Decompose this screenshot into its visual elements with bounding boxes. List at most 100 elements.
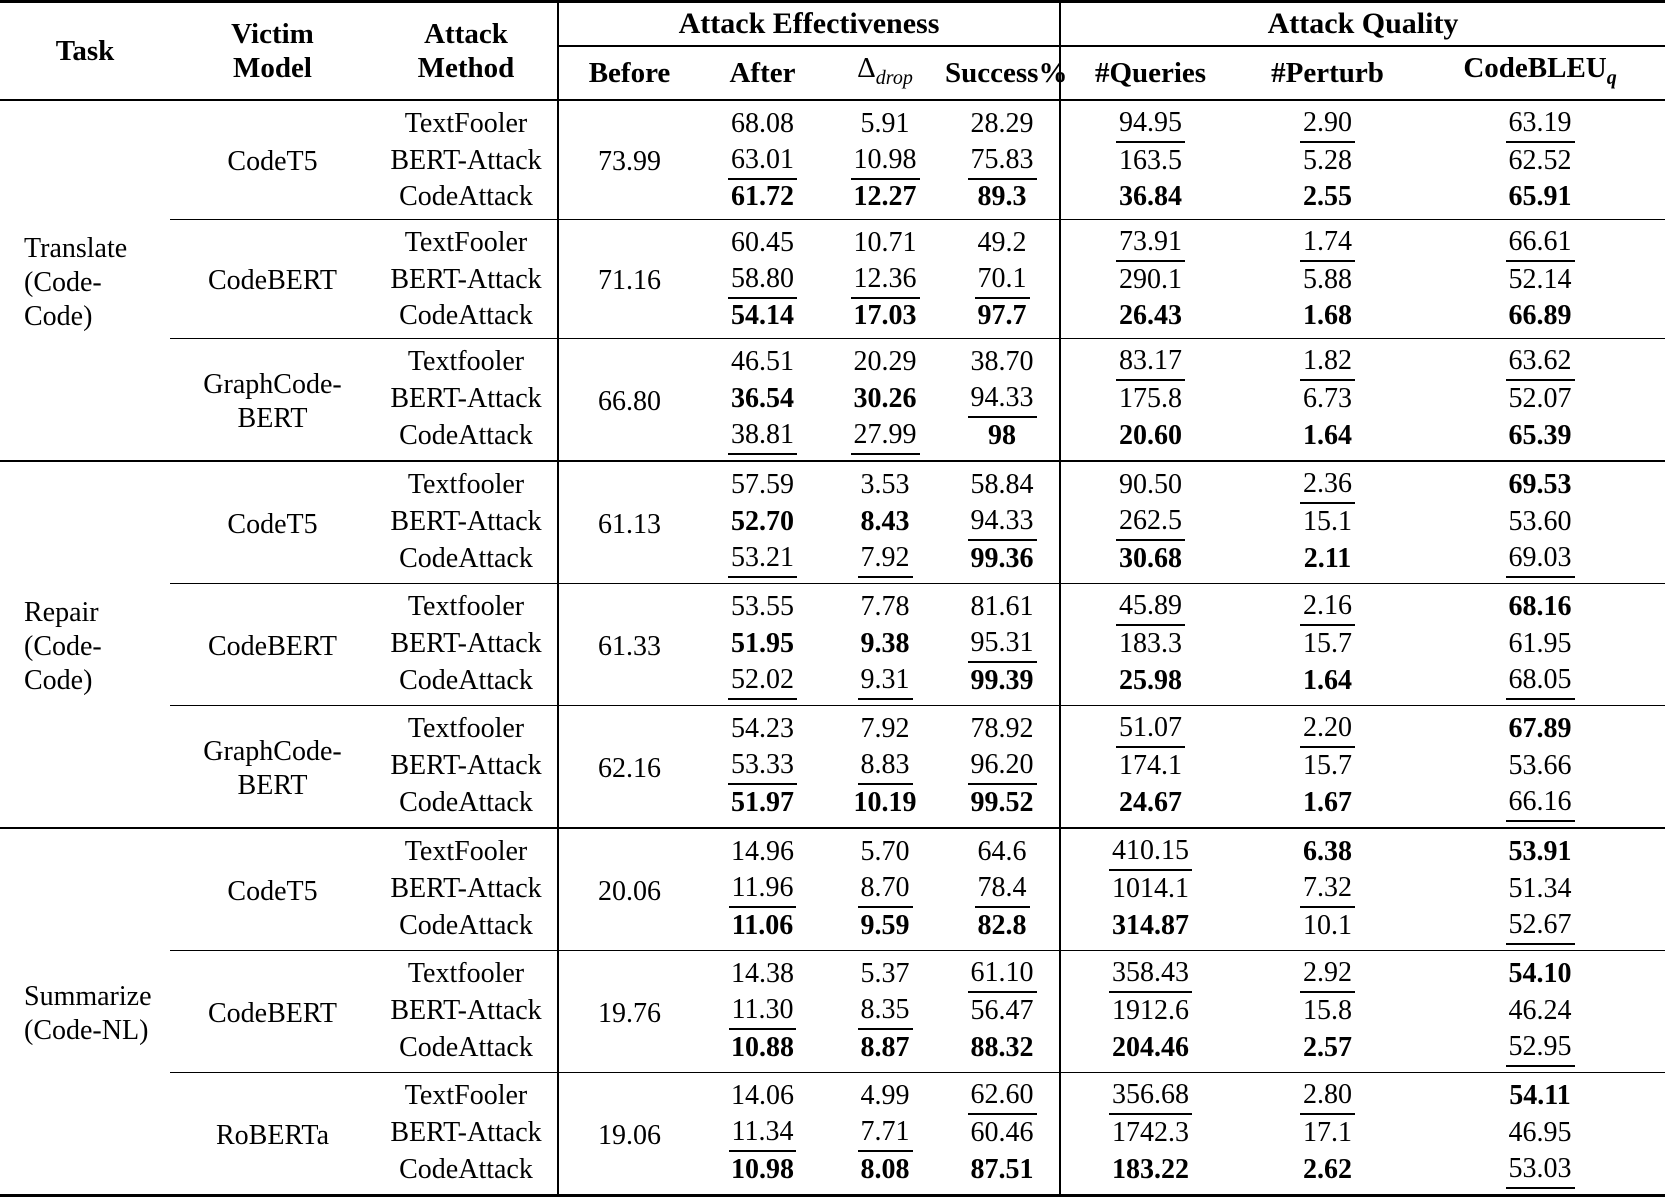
metric-queries-value: 83.17	[1116, 344, 1186, 381]
table-row: BERT-Attack 11.30 8.35 56.47 1912.6 15.8 46.24	[0, 992, 1665, 1030]
metric-after-value: 60.45	[731, 227, 794, 259]
metric-perturb-value: 2.16	[1300, 589, 1356, 626]
metric-success-cell: 89.3	[945, 180, 1060, 220]
before-value: 66.80	[557, 337, 700, 461]
victim-model-line: CodeBERT	[208, 265, 337, 297]
metric-drop-value: 9.31	[857, 663, 913, 700]
metric-queries-value: 163.5	[1119, 145, 1183, 177]
metric-perturb-cell: 2.90	[1240, 98, 1416, 143]
metric-codebleu-cell: 52.95	[1415, 1030, 1665, 1073]
metric-after-cell: 10.88	[700, 1030, 825, 1073]
metric-perturb-value: 15.8	[1303, 995, 1353, 1027]
header-col-queries: #Queries	[1059, 46, 1241, 101]
metric-success-value: 99.39	[970, 665, 1034, 697]
metric-after-value: 58.80	[728, 262, 797, 299]
metric-codebleu-cell: 52.14	[1415, 262, 1665, 299]
metric-drop-cell: 8.83	[825, 748, 945, 785]
metric-queries-value: 25.98	[1119, 665, 1183, 697]
metric-perturb-value: 15.1	[1303, 506, 1353, 538]
metric-success-value: 70.1	[974, 262, 1030, 299]
metric-drop-value: 10.98	[850, 143, 920, 180]
metric-queries-value: 204.46	[1112, 1032, 1190, 1064]
victim-model-label: CodeT5	[170, 459, 375, 584]
metric-queries-cell: 94.95	[1059, 98, 1241, 143]
metric-drop-cell: 8.87	[825, 1030, 945, 1073]
metric-queries-value: 410.15	[1109, 834, 1193, 871]
metric-perturb-cell: 1.64	[1240, 418, 1415, 461]
before-value: 20.06	[557, 826, 700, 951]
table-row: CodeAttack 11.06 9.59 82.8 314.87 10.1 52.67	[0, 907, 1665, 951]
metric-success-value: 78.4	[974, 871, 1030, 908]
metric-drop-cell: 7.71	[825, 1115, 945, 1152]
metric-queries-value: 36.84	[1119, 180, 1183, 212]
metric-drop-cell: 12.36	[825, 262, 945, 299]
metric-queries-value: 45.89	[1116, 589, 1186, 626]
metric-queries-value: 1912.6	[1112, 995, 1190, 1027]
victim-model-label: CodeT5	[170, 826, 375, 951]
metric-codebleu-value: 54.11	[1509, 1080, 1571, 1112]
metric-drop-cell: 8.35	[825, 993, 945, 1030]
metric-perturb-cell: 1.67	[1240, 785, 1415, 828]
metric-codebleu-value: 66.16	[1505, 785, 1575, 822]
task-line: Code)	[24, 664, 93, 696]
metric-queries-value: 20.60	[1119, 420, 1183, 452]
attack-method-label: CodeAttack	[399, 1032, 533, 1064]
metric-perturb-cell: 15.8	[1240, 993, 1415, 1030]
attack-method-label: TextFooler	[375, 826, 558, 871]
metric-success-value: 49.2	[977, 227, 1027, 259]
metric-drop-cell: 17.03	[825, 299, 945, 339]
table-row: CodeAttack 61.72 12.27 89.3 36.84 2.55 65.91	[0, 179, 1665, 220]
table-row: BERT-Attack 11.96 8.70 78.4 1014.1 7.32 51.34	[0, 870, 1665, 908]
metric-queries-cell: 358.43	[1059, 949, 1241, 993]
metric-success-cell: 56.47	[945, 993, 1060, 1030]
header-attack-method: Attack Method	[375, 1, 558, 101]
before-value: 19.76	[557, 949, 700, 1073]
header-victim-line1: Victim	[231, 17, 314, 50]
metric-codebleu-cell: 46.95	[1415, 1115, 1665, 1152]
metric-drop-cell: 7.78	[825, 582, 945, 626]
header-victim-line2: Model	[233, 51, 312, 84]
table-row: CodeBERT Textfooler 61.33 53.55 7.78 81.61 45.…	[0, 582, 1665, 706]
metric-codebleu-cell: 53.03	[1415, 1152, 1665, 1196]
codebleu-label: CodeBLEU	[1463, 52, 1607, 84]
metric-success-value: 81.61	[970, 591, 1034, 623]
victim-model-line: BERT	[237, 402, 308, 434]
metric-perturb-cell: 17.1	[1240, 1115, 1415, 1152]
metric-success-cell: 98	[945, 418, 1060, 461]
metric-success-value: 28.29	[970, 108, 1034, 140]
metric-success-cell: 61.10	[945, 949, 1061, 993]
metric-success-value: 98	[988, 420, 1016, 452]
metric-codebleu-cell: 65.39	[1415, 418, 1665, 461]
table-row: GraphCode- BERT Textfooler 66.80 46.51 20.29 3…	[0, 337, 1665, 461]
metric-success-value: 95.31	[967, 626, 1037, 663]
metric-queries-value: 290.1	[1119, 264, 1183, 296]
metric-queries-value: 26.43	[1119, 299, 1183, 331]
before-value: 61.33	[557, 582, 700, 706]
metric-success-value: 89.3	[977, 180, 1027, 212]
metric-success-value: 82.8	[977, 910, 1027, 942]
attack-method-label: Textfooler	[375, 337, 558, 381]
metric-codebleu-value: 52.67	[1505, 908, 1575, 945]
victim-model-line: CodeT5	[227, 146, 318, 178]
table-row: CodeAttack 38.81 27.99 98 20.60 1.64 65.39	[0, 417, 1665, 461]
metric-after-cell: 68.08	[700, 98, 825, 143]
metric-after-cell: 11.30	[700, 993, 825, 1030]
metric-after-cell: 53.55	[700, 582, 825, 626]
metric-perturb-cell: 10.1	[1240, 908, 1415, 951]
metric-after-cell: 60.45	[700, 218, 825, 262]
metric-perturb-value: 1.67	[1303, 787, 1353, 819]
metric-queries-cell: 1742.3	[1059, 1114, 1241, 1152]
metric-perturb-cell: 2.55	[1240, 180, 1415, 220]
table-row: Summarize (Code-NL) CodeT5 TextFooler 20.06 1…	[0, 826, 1665, 1196]
metric-after-value: 61.72	[731, 180, 794, 212]
table-row: BERT-Attack 63.01 10.98 75.83 163.5 5.28 62.52	[0, 142, 1665, 180]
attack-method-label: BERT-Attack	[390, 1117, 542, 1149]
metric-queries-value: 94.95	[1116, 106, 1186, 143]
metric-drop-cell: 8.70	[825, 871, 945, 908]
metric-queries-cell: 183.3	[1059, 625, 1241, 663]
metric-drop-value: 7.92	[857, 541, 913, 578]
metric-after-value: 38.81	[728, 418, 797, 455]
metric-drop-value: 12.36	[850, 262, 920, 299]
metric-perturb-cell: 2.62	[1240, 1152, 1415, 1196]
victim-model-line: CodeBERT	[208, 630, 337, 662]
